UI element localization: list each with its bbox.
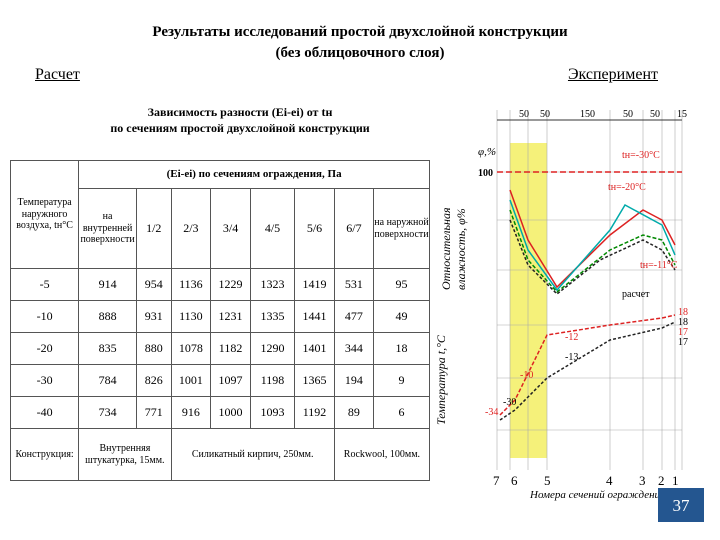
cell: 89 — [333, 396, 375, 429]
section: 7 — [493, 473, 500, 488]
temp-label: 17 — [678, 327, 688, 338]
header-cell: 4/5 — [249, 188, 296, 269]
cell: 734 — [78, 396, 137, 429]
cell: 1130 — [170, 300, 212, 333]
cell: 835 — [78, 332, 137, 365]
row: -10 888 931 1130 1231 1335 1441 477 49 — [9, 300, 430, 333]
temp-label: 18 — [678, 307, 688, 318]
header-cell: Температура наружного воздуха, tн°С — [9, 160, 80, 269]
x-label: Номера сечений ограждения — [529, 489, 665, 501]
temp-label: -12 — [565, 332, 578, 343]
cell: 771 — [135, 396, 172, 429]
cell: 1335 — [249, 300, 296, 333]
temp-label: -30 — [503, 397, 516, 408]
section: 3 — [639, 473, 646, 488]
page-badge — [658, 488, 704, 522]
cell: -5 — [9, 268, 80, 301]
y-label: Относительная — [439, 207, 453, 290]
row: Температура наружного воздуха, tн°С (Ei-e… — [9, 160, 430, 269]
width-label: 150 — [580, 109, 595, 120]
cell: 784 — [78, 364, 137, 397]
width-label: 15 — [677, 109, 687, 120]
temp-label: -34 — [485, 407, 498, 418]
cell: 1078 — [170, 332, 212, 365]
cell: 1136 — [170, 268, 212, 301]
header-cell: 5/6 — [294, 188, 335, 269]
section: 5 — [544, 473, 551, 488]
title: Результаты исследований простой двухслой… — [0, 22, 720, 64]
temp-label: -13 — [565, 352, 578, 363]
width-label: 50 — [540, 109, 550, 120]
cell: 1192 — [294, 396, 335, 429]
width-label: 50 — [519, 109, 529, 120]
cell: 194 — [333, 364, 375, 397]
cell: 1323 — [249, 268, 296, 301]
header-cell: на наружной поверхности — [373, 188, 430, 269]
phi-100: 100 — [478, 168, 493, 179]
temp-label: 18 — [678, 317, 688, 328]
subtitle-line: по сечениям простой двухслойной конструк… — [110, 121, 370, 135]
footer-cell: Конструкция: — [9, 428, 80, 481]
cell: 1441 — [294, 300, 335, 333]
cell: 1229 — [210, 268, 251, 301]
row: на внутренней поверхности 1/2 2/3 3/4 4/5 5/6… — [11, 188, 430, 269]
band — [510, 143, 547, 458]
cell: 880 — [135, 332, 172, 365]
section: 4 — [606, 473, 613, 488]
grid — [496, 110, 683, 470]
t-label: tн=-20°C — [608, 182, 646, 193]
cell: 1000 — [210, 396, 251, 429]
subtitle-line: Зависимость разности (Ei-ei) от tн — [147, 105, 333, 119]
left-label: Расчет — [35, 66, 80, 83]
page-number: 37 — [673, 496, 691, 515]
cell: -40 — [9, 396, 80, 429]
cell: 531 — [333, 268, 375, 301]
cell: 914 — [78, 268, 137, 301]
t-label: tн=-30°C — [622, 150, 660, 161]
cell: 1401 — [294, 332, 335, 365]
cell: 1093 — [249, 396, 296, 429]
temp-label: 17 — [678, 337, 688, 348]
right-label: Эксперимент — [567, 66, 658, 83]
curves — [497, 171, 682, 421]
cell: 9 — [373, 364, 430, 397]
footer-cell: Внутренняя штукатурка, 15мм. — [78, 428, 172, 481]
calc-label: расчет — [622, 289, 650, 300]
footer-cell: Rockwool, 100мм. — [333, 428, 431, 481]
cell: 1365 — [294, 364, 335, 397]
cell: 954 — [135, 268, 172, 301]
row: -20 835 880 1078 1182 1290 1401 344 18 — [9, 332, 430, 365]
subtitle: Зависимость разности (Ei-ei) от tн по се… — [40, 104, 440, 136]
title-line: Результаты исследований простой двухслой… — [152, 24, 568, 40]
temp-label: -10 — [520, 370, 533, 381]
header-cell: 1/2 — [135, 188, 172, 269]
row: -40 734 771 916 1000 1093 1192 89 6 — [9, 396, 430, 429]
header-cell: на внутренней поверхности — [78, 188, 137, 269]
phi-label: φ,% — [478, 146, 496, 158]
table: Температура наружного воздуха, tн°С (Ei-e… — [9, 160, 431, 481]
cell: 1231 — [210, 300, 251, 333]
section: 6 — [511, 473, 518, 488]
cell: 888 — [78, 300, 137, 333]
y-label: влажность, φ% — [454, 208, 468, 290]
section: 2 — [658, 473, 665, 488]
section: 1 — [672, 473, 679, 488]
cell: -30 — [9, 364, 80, 397]
cell: 1198 — [249, 364, 296, 397]
t-label: tн=-11°C — [640, 260, 678, 271]
title-line: (без облицовочного слоя) — [275, 45, 445, 61]
width-label: 50 — [623, 109, 633, 120]
cell: 344 — [333, 332, 375, 365]
t-axis-label: Температура t,°C — [434, 334, 448, 425]
header-cell: 6/7 — [333, 188, 375, 269]
row: Конструкция: Внутренняя штукатурка, 15мм.… — [9, 428, 431, 481]
footer-cell: Силикатный кирпич, 250мм. — [170, 428, 335, 481]
width-label: 50 — [650, 109, 660, 120]
diagram-labels: 50 50 150 50 50 15 φ,% 100 tн=-30°C tн=-… — [434, 109, 688, 501]
